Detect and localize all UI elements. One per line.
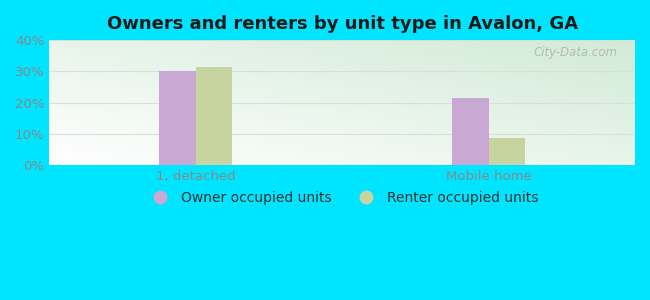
Text: City-Data.com: City-Data.com [533,46,618,59]
Bar [452,98,489,165]
Bar [196,67,232,165]
Title: Owners and renters by unit type in Avalon, GA: Owners and renters by unit type in Avalo… [107,15,578,33]
Legend: Owner occupied units, Renter occupied units: Owner occupied units, Renter occupied un… [140,185,544,210]
Bar [159,71,196,165]
Bar [489,138,525,165]
